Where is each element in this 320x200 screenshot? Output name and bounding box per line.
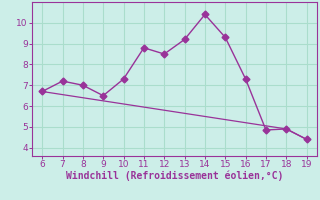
- X-axis label: Windchill (Refroidissement éolien,°C): Windchill (Refroidissement éolien,°C): [66, 171, 283, 181]
